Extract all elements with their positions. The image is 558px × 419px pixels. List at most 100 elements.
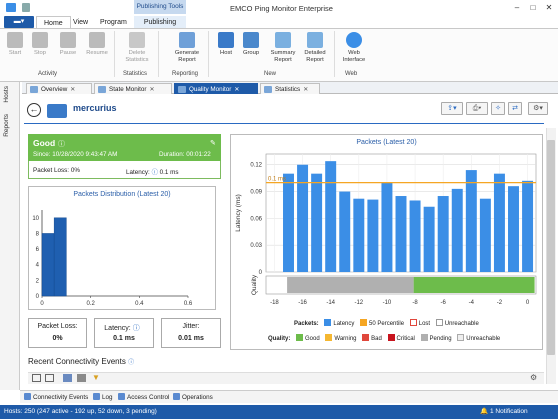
status-since: Since: 10/28/2020 9:43:47 AM bbox=[33, 151, 118, 158]
web-interface-button[interactable]: Web Interface bbox=[340, 32, 368, 64]
quality-band bbox=[287, 277, 414, 293]
resume-button[interactable]: Resume bbox=[84, 32, 110, 57]
ribbon-tab-home[interactable]: Home bbox=[36, 16, 71, 29]
back-button[interactable]: ← bbox=[27, 103, 41, 117]
close-icon[interactable]: ✕ bbox=[149, 87, 155, 93]
y-tick-label: 6 bbox=[36, 247, 40, 253]
tab-access-control[interactable]: Access Control bbox=[118, 393, 169, 401]
info-icon[interactable]: ⓘ bbox=[58, 141, 65, 148]
edit-icon[interactable]: ✎ bbox=[210, 140, 216, 147]
ribbon-tab-publishing[interactable]: Publishing bbox=[134, 16, 186, 29]
legend-lost[interactable]: Lost bbox=[409, 319, 430, 327]
export-events-icon[interactable] bbox=[77, 374, 86, 382]
scrollbar-thumb[interactable] bbox=[547, 140, 555, 355]
start-button[interactable]: Start bbox=[3, 32, 27, 57]
x-tick-label: -2 bbox=[497, 300, 503, 306]
print-button[interactable]: ⎙▾ bbox=[466, 102, 488, 115]
legend-quality-unreachable[interactable]: Unreachable bbox=[457, 334, 500, 342]
sync-button[interactable]: ⇄ bbox=[508, 102, 522, 115]
legend-bad[interactable]: Bad bbox=[362, 334, 382, 342]
packets-chart: 0 0.03 0.06 0.09 0.12 -18 -16 -14 -12 -10 -8 -6 -4 -2… bbox=[235, 153, 537, 306]
legend-latency[interactable]: Latency bbox=[324, 319, 354, 327]
new-group-button[interactable]: Group bbox=[238, 32, 264, 57]
ribbon-group-reporting: Reporting bbox=[172, 71, 199, 77]
maximize-icon[interactable]: □ bbox=[530, 3, 536, 12]
legend-pending[interactable]: Pending bbox=[420, 334, 452, 342]
sidebar-item-reports[interactable]: Reports bbox=[3, 114, 10, 137]
pause-button[interactable]: Pause bbox=[56, 32, 80, 57]
state-monitor-icon bbox=[98, 86, 106, 93]
tab-overview[interactable]: Overview ✕ bbox=[26, 83, 92, 94]
latency-bar bbox=[311, 173, 323, 272]
export-icon: ⇪▾ bbox=[447, 105, 457, 112]
legend-critical[interactable]: Critical bbox=[387, 334, 415, 342]
status-banner bbox=[28, 134, 221, 161]
distribution-panel bbox=[28, 186, 216, 310]
y-tick-label: 0 bbox=[36, 294, 40, 300]
legend-percentile[interactable]: 50 Percentile bbox=[360, 319, 404, 327]
quality-legend-title: Quality: bbox=[268, 336, 291, 342]
ribbon-tab-program[interactable]: Program bbox=[100, 19, 127, 26]
minimize-icon[interactable]: – bbox=[514, 3, 520, 12]
tab-connectivity-events[interactable]: Connectivity Events bbox=[24, 393, 88, 401]
generate-report-button[interactable]: Generate Report bbox=[170, 32, 204, 64]
info-icon[interactable]: ⓘ bbox=[151, 169, 158, 176]
latency-bar bbox=[325, 161, 337, 272]
latency-box bbox=[94, 318, 154, 348]
tab-log[interactable]: Log bbox=[93, 393, 113, 401]
close-icon[interactable]: ✕ bbox=[545, 3, 553, 12]
x-tick-label: -12 bbox=[354, 300, 363, 306]
info-icon[interactable]: ⓘ bbox=[128, 360, 135, 366]
legend-unreachable[interactable]: Unreachable bbox=[435, 319, 479, 327]
tab-state-monitor[interactable]: State Monitor ✕ bbox=[94, 83, 172, 94]
ribbon-separator bbox=[158, 31, 159, 77]
host-name: mercurius bbox=[73, 103, 117, 113]
columns-icon[interactable] bbox=[63, 374, 72, 382]
grid-view-icon[interactable] bbox=[32, 374, 41, 382]
gear-icon[interactable]: ⚙ bbox=[530, 373, 538, 382]
legend-warning[interactable]: Warning bbox=[325, 334, 357, 342]
delete-statistics-button[interactable]: Delete Statistics bbox=[122, 32, 152, 64]
y-tick-label: 0.03 bbox=[250, 243, 262, 249]
pin-button[interactable]: ✧ bbox=[491, 102, 505, 115]
y-tick-label: 0 bbox=[259, 270, 263, 276]
notifications-count[interactable]: 1 Notification bbox=[490, 408, 528, 415]
globe-icon bbox=[346, 32, 362, 48]
stop-button[interactable]: Stop bbox=[28, 32, 52, 57]
list-view-icon[interactable] bbox=[45, 374, 54, 382]
left-sidebar bbox=[0, 82, 20, 390]
latency-bar bbox=[493, 173, 505, 272]
ribbon-group-web: Web bbox=[345, 71, 358, 77]
pin-icon: ✧ bbox=[495, 105, 501, 112]
detailed-report-button[interactable]: Detailed Report bbox=[300, 32, 330, 64]
settings-button[interactable]: ⚙▾ bbox=[528, 102, 548, 115]
legend-good[interactable]: Good bbox=[296, 334, 320, 342]
info-icon[interactable]: ⓘ bbox=[132, 325, 140, 332]
recent-events-toolbar bbox=[28, 372, 544, 384]
app-menu-button[interactable]: ▬▾ bbox=[4, 16, 34, 28]
sidebar-item-hosts[interactable]: Hosts bbox=[3, 86, 10, 103]
ribbon-tab-view[interactable]: View bbox=[73, 19, 89, 26]
latency-bar bbox=[353, 198, 365, 272]
x-tick-label: -18 bbox=[270, 300, 279, 306]
filter-icon[interactable]: ▼ bbox=[92, 373, 100, 382]
notification-bell-icon[interactable]: 🔔 bbox=[480, 408, 489, 415]
tab-operations[interactable]: Operations bbox=[173, 393, 213, 401]
export-button[interactable]: ⇪▾ bbox=[441, 102, 463, 115]
tab-statistics[interactable]: Statistics ✕ bbox=[260, 83, 320, 94]
latency-summary: Latency: ⓘ 0.1 ms bbox=[126, 169, 179, 176]
quick-access-icon[interactable] bbox=[22, 3, 30, 12]
close-icon[interactable]: ✕ bbox=[234, 87, 240, 93]
y-axis-label: Latency (ms) bbox=[235, 194, 242, 232]
quality-monitor-icon bbox=[178, 86, 186, 93]
ribbon-group-activity: Activity bbox=[38, 71, 58, 77]
arrow-left-icon: ← bbox=[29, 104, 39, 114]
tab-quality-monitor[interactable]: Quality Monitor ✕ bbox=[174, 83, 258, 94]
close-icon[interactable]: ✕ bbox=[303, 87, 309, 93]
x-tick-label: -14 bbox=[326, 300, 335, 306]
packets-title: Packets (Latest 20) bbox=[356, 139, 417, 146]
new-host-button[interactable]: Host bbox=[214, 32, 238, 57]
close-icon[interactable]: ✕ bbox=[70, 87, 76, 93]
status-state: Good bbox=[33, 138, 56, 148]
summary-report-button[interactable]: Summary Report bbox=[268, 32, 298, 64]
